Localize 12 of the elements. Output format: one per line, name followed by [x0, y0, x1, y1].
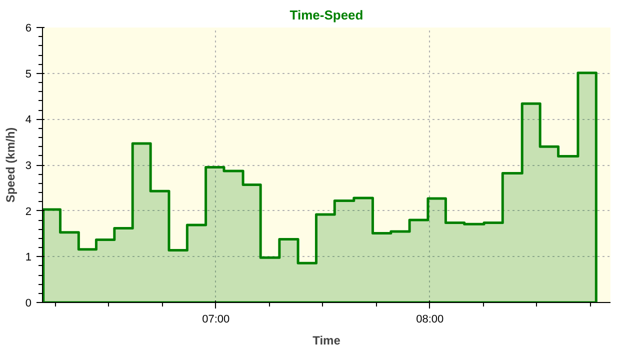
y-tick-label: 0 [25, 298, 32, 310]
y-tick-label: 3 [25, 160, 32, 172]
y-tick-label: 2 [25, 206, 32, 218]
y-tick-label: 4 [25, 114, 32, 126]
y-tick-label: 6 [25, 22, 32, 34]
x-tick-label: 07:00 [202, 314, 230, 326]
y-axis-title: Speed (km/h) [3, 127, 18, 203]
y-tick-label: 5 [25, 68, 32, 80]
x-tick-label: 08:00 [416, 314, 444, 326]
x-axis-title: Time [312, 334, 341, 348]
y-tick-label: 1 [25, 252, 32, 264]
chart-title: Time-Speed [290, 8, 364, 22]
